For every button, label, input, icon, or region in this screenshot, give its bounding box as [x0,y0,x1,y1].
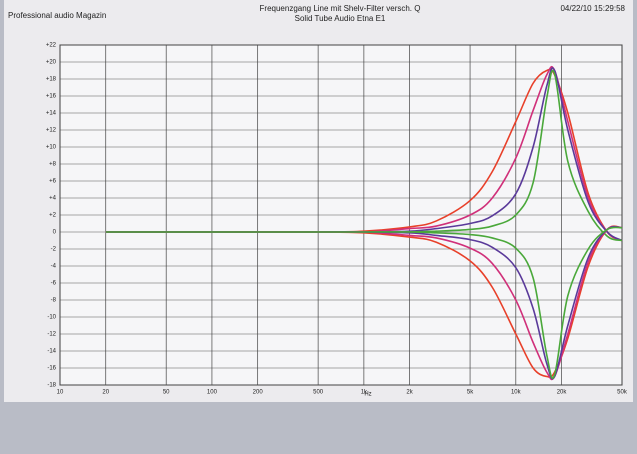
y-tick-label: +12 [46,128,57,134]
chart-title: Frequenzgang Line mit Shelv-Filter versc… [260,4,421,13]
x-tick-label: 50 [163,390,170,396]
y-tick-label: +2 [49,213,57,219]
y-tick-label: -6 [51,281,57,287]
x-tick-label: 1k [361,390,368,396]
y-tick-label: -14 [47,349,56,355]
y-tick-label: +10 [46,145,57,151]
y-tick-label: 0 [53,230,57,236]
y-tick-label: +22 [46,43,57,49]
x-tick-label: 20k [557,390,568,396]
y-tick-label: +6 [49,179,57,185]
y-tick-label: +8 [49,162,57,168]
y-tick-label: -12 [47,332,56,338]
y-tick-label: -8 [51,298,57,304]
x-tick-label: 50k [617,390,628,396]
x-tick-label: 10k [511,390,522,396]
y-tick-label: +4 [49,196,57,202]
x-tick-label: 500 [313,390,324,396]
timestamp: 04/22/10 15:29:58 [560,4,625,13]
y-tick-label: +18 [46,77,57,83]
y-tick-label: +20 [46,60,57,66]
y-tick-label: +14 [46,111,57,117]
x-tick-label: 2k [406,390,413,396]
response-curve [105,226,623,380]
y-tick-label: -4 [51,264,57,270]
x-tick-label: 10 [57,390,64,396]
y-tick-label: -16 [47,366,56,372]
x-tick-label: 20 [102,390,109,396]
y-tick-label: -2 [51,247,57,253]
chart-subtitle: Solid Tube Audio Etna E1 [295,14,386,23]
y-tick-label: -18 [47,383,56,389]
header-left: Professional audio Magazin [8,11,106,20]
y-tick-label: +16 [46,94,57,100]
x-axis-label: Hz [364,392,371,398]
y-tick-label: -10 [47,315,56,321]
x-tick-label: 5k [467,390,474,396]
x-tick-label: 200 [253,390,264,396]
x-tick-label: 100 [207,390,218,396]
